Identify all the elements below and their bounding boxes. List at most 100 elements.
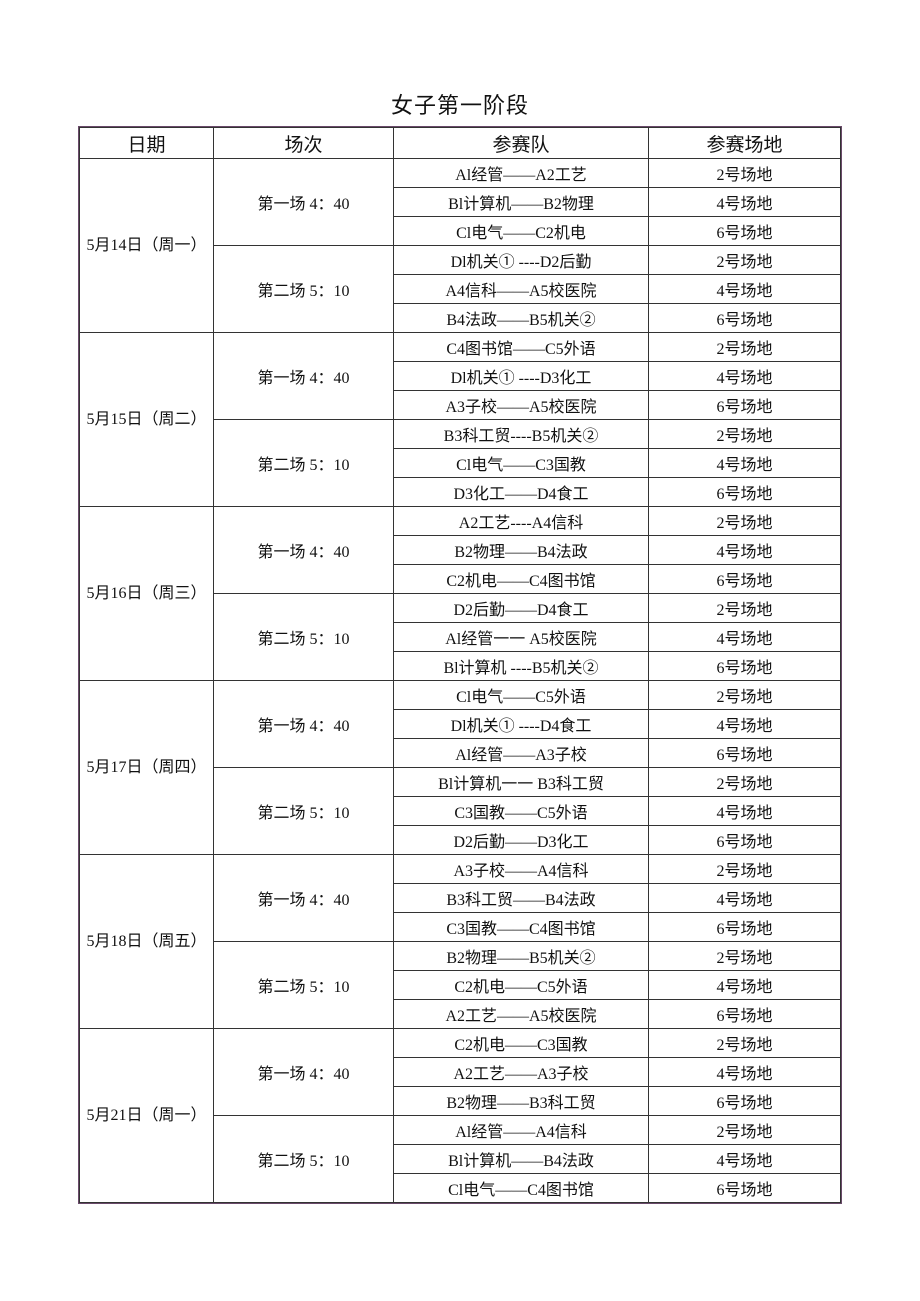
- teams-cell: Al经管——A2工艺: [393, 158, 649, 188]
- table-row: A4信科——A5校医院 4号场地: [80, 274, 841, 304]
- session-cell: 第一场 4：40: [213, 158, 394, 246]
- venue-cell: 6号场地: [648, 1086, 841, 1116]
- table-row: 第二场 5：10 B3科工贸----B5机关② 2号场地: [80, 419, 841, 507]
- venue-cell: 2号场地: [648, 1028, 841, 1058]
- table-row: Al经管一一 A5校医院 4号场地: [80, 622, 841, 652]
- table-row: 5月17日（周四） 第一场 4：40 Cl电气——C5外语 2号场地: [79, 680, 841, 855]
- teams-cell: Bl计算机 ----B5机关②: [393, 651, 649, 681]
- table-row: 第二场 5：10 D2后勤——D4食工 2号场地: [80, 593, 841, 681]
- teams-cell: B2物理——B4法政: [393, 535, 649, 565]
- table-row: 5月18日（周五） 第一场 4：40 A3子校——A4信科 2号场地: [79, 854, 841, 1029]
- teams-cell: Cl电气——C4图书馆: [393, 1173, 649, 1203]
- teams-cell: B2物理——B3科工贸: [393, 1086, 649, 1116]
- table-row: 5月15日（周二） 第一场 4：40 C4图书馆——C5外语 2号场地: [79, 332, 841, 507]
- table-row: 5月21日（周一） 第一场 4：40 C2机电——C3国教 2号场地: [79, 1028, 841, 1203]
- venue-cell: 2号场地: [648, 506, 841, 536]
- venue-cell: 2号场地: [648, 680, 841, 710]
- venue-cell: 2号场地: [648, 941, 841, 971]
- teams-cell: Al经管一一 A5校医院: [393, 622, 649, 652]
- table-row: B4法政——B5机关② 6号场地: [80, 303, 841, 333]
- session-cell: 第二场 5：10: [213, 941, 394, 1029]
- venue-cell: 2号场地: [648, 854, 841, 884]
- teams-cell: C3国教——C5外语: [393, 796, 649, 826]
- table-row: C2机电——C5外语 4号场地: [80, 970, 841, 1000]
- venue-cell: 6号场地: [648, 477, 841, 507]
- table-row: A2工艺——A3子校 4号场地: [80, 1057, 841, 1087]
- session-cell: 第一场 4：40: [213, 854, 394, 942]
- table-row: C2机电——C4图书馆 6号场地: [80, 564, 841, 594]
- venue-cell: 4号场地: [648, 361, 841, 391]
- teams-cell: Bl计算机——B4法政: [393, 1144, 649, 1174]
- teams-cell: A2工艺——A3子校: [393, 1057, 649, 1087]
- teams-cell: B3科工贸——B4法政: [393, 883, 649, 913]
- teams-cell: D2后勤——D3化工: [393, 825, 649, 855]
- venue-cell: 2号场地: [648, 767, 841, 797]
- table-row: 第二场 5：10 Al经管——A4信科 2号场地: [80, 1115, 841, 1203]
- date-cell: 5月14日（周一）: [79, 158, 214, 333]
- teams-cell: Dl机关① ----D2后勤: [393, 245, 649, 275]
- teams-cell: C2机电——C4图书馆: [393, 564, 649, 594]
- teams-cell: B3科工贸----B5机关②: [393, 419, 649, 449]
- teams-cell: Bl计算机一一 B3科工贸: [393, 767, 649, 797]
- teams-cell: Al经管——A4信科: [393, 1115, 649, 1145]
- teams-cell: B4法政——B5机关②: [393, 303, 649, 333]
- table-row: 第二场 5：10 Dl机关① ----D2后勤 2号场地: [80, 245, 841, 333]
- teams-cell: Dl机关① ----D3化工: [393, 361, 649, 391]
- session-cell: 第二场 5：10: [213, 593, 394, 681]
- venue-cell: 4号场地: [648, 622, 841, 652]
- header-session: 场次: [213, 127, 394, 159]
- table-row: D3化工——D4食工 6号场地: [80, 477, 841, 507]
- session-cell: 第一场 4：40: [213, 332, 394, 420]
- table-row: Cl电气——C2机电 6号场地: [80, 216, 841, 246]
- venue-cell: 6号场地: [648, 738, 841, 768]
- venue-cell: 2号场地: [648, 245, 841, 275]
- table-row: Bl计算机——B4法政 4号场地: [80, 1144, 841, 1174]
- venue-cell: 6号场地: [648, 216, 841, 246]
- session-cell: 第一场 4：40: [213, 506, 394, 594]
- table-row: B2物理——B4法政 4号场地: [80, 535, 841, 565]
- date-cell: 5月17日（周四）: [79, 680, 214, 855]
- teams-cell: A3子校——A4信科: [393, 854, 649, 884]
- venue-cell: 4号场地: [648, 1057, 841, 1087]
- venue-cell: 4号场地: [648, 535, 841, 565]
- date-cell: 5月16日（周三）: [79, 506, 214, 681]
- table-row: Bl计算机 ----B5机关② 6号场地: [80, 651, 841, 681]
- session-cell: 第二场 5：10: [213, 767, 394, 855]
- teams-cell: C2机电——C3国教: [393, 1028, 649, 1058]
- venue-cell: 2号场地: [648, 158, 841, 188]
- session-cell: 第二场 5：10: [213, 1115, 394, 1203]
- venue-cell: 6号场地: [648, 303, 841, 333]
- session-cell: 第一场 4：40: [213, 1028, 394, 1116]
- session-cell: 第二场 5：10: [213, 245, 394, 333]
- teams-cell: Bl计算机——B2物理: [393, 187, 649, 217]
- teams-cell: A2工艺——A5校医院: [393, 999, 649, 1029]
- session-cell: 第二场 5：10: [213, 419, 394, 507]
- table-row: Cl电气——C3国教 4号场地: [80, 448, 841, 478]
- venue-cell: 6号场地: [648, 1173, 841, 1203]
- table-row: 5月16日（周三） 第一场 4：40 A2工艺----A4信科 2号场地: [79, 506, 841, 681]
- table-row: 第二场 5：10 Bl计算机一一 B3科工贸 2号场地: [80, 767, 841, 855]
- date-cell: 5月18日（周五）: [79, 854, 214, 1029]
- venue-cell: 6号场地: [648, 390, 841, 420]
- teams-cell: A2工艺----A4信科: [393, 506, 649, 536]
- venue-cell: 6号场地: [648, 651, 841, 681]
- teams-cell: A3子校——A5校医院: [393, 390, 649, 420]
- venue-cell: 4号场地: [648, 1144, 841, 1174]
- table-row: Dl机关① ----D3化工 4号场地: [80, 361, 841, 391]
- teams-cell: C3国教——C4图书馆: [393, 912, 649, 942]
- header-date: 日期: [79, 127, 214, 159]
- venue-cell: 2号场地: [648, 1115, 841, 1145]
- venue-cell: 4号场地: [648, 274, 841, 304]
- teams-cell: Cl电气——C2机电: [393, 216, 649, 246]
- table-row: D2后勤——D3化工 6号场地: [80, 825, 841, 855]
- venue-cell: 2号场地: [648, 332, 841, 362]
- table-row: B3科工贸——B4法政 4号场地: [80, 883, 841, 913]
- teams-cell: Cl电气——C3国教: [393, 448, 649, 478]
- venue-cell: 2号场地: [648, 419, 841, 449]
- venue-cell: 4号场地: [648, 448, 841, 478]
- date-cell: 5月21日（周一）: [79, 1028, 214, 1203]
- table-row: 5月14日（周一） 第一场 4：40 Al经管——A2工艺 2号场地: [79, 158, 841, 333]
- session-cell: 第一场 4：40: [213, 680, 394, 768]
- header-venue: 参赛场地: [648, 127, 841, 159]
- venue-cell: 4号场地: [648, 796, 841, 826]
